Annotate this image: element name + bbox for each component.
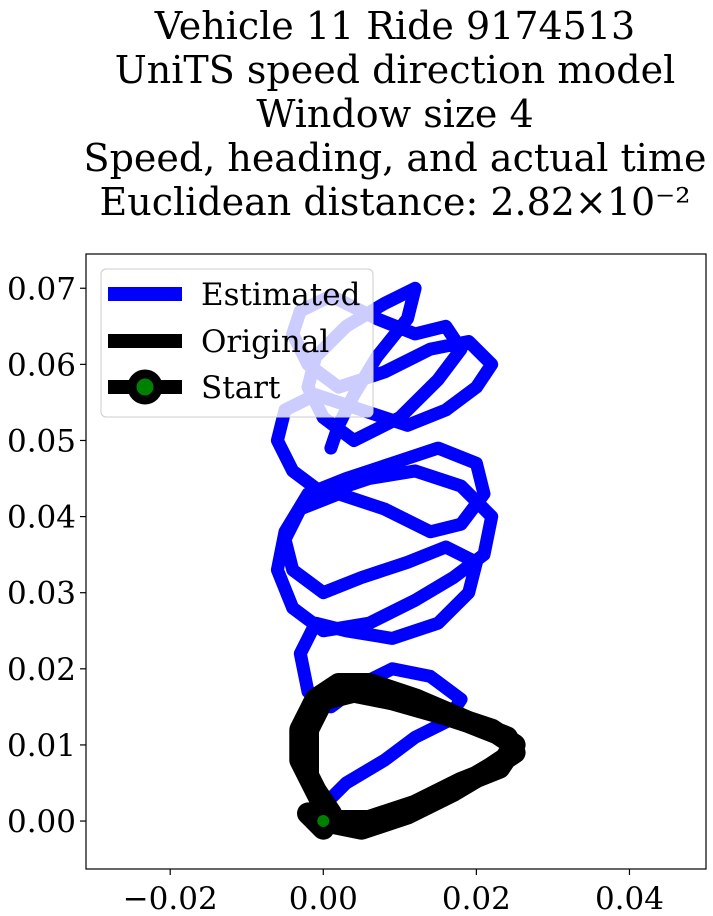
title-line: UniTS speed direction model bbox=[114, 48, 676, 92]
plot-frame bbox=[85, 253, 707, 870]
title-line: Speed, heading, and actual time bbox=[83, 136, 707, 180]
legend-swatch-start-marker bbox=[127, 369, 163, 405]
y-tick-label: 0.01 bbox=[7, 728, 76, 764]
x-tick-label: 0.00 bbox=[289, 881, 358, 916]
x-tick-label: −0.02 bbox=[123, 881, 218, 916]
legend: Estimated Original Start bbox=[100, 268, 374, 418]
legend-label-original: Original bbox=[201, 324, 329, 360]
x-tick-label: 0.02 bbox=[442, 881, 511, 916]
y-tick-label: 0.00 bbox=[7, 804, 76, 840]
y-tick-label: 0.04 bbox=[7, 500, 76, 536]
x-tick-label: 0.04 bbox=[595, 881, 664, 916]
y-tick-label: 0.02 bbox=[7, 652, 76, 688]
title-line: Window size 4 bbox=[256, 92, 534, 136]
legend-label-start: Start bbox=[201, 370, 281, 406]
y-tick-label: 0.03 bbox=[7, 576, 76, 612]
legend-label-estimated: Estimated bbox=[201, 277, 360, 313]
series-line-original bbox=[289, 673, 526, 840]
series-layer bbox=[270, 281, 526, 840]
chart-title: Vehicle 11 Ride 9174513 UniTS speed dire… bbox=[0, 4, 713, 224]
series-line-estimated bbox=[270, 281, 499, 813]
y-tick-label: 0.06 bbox=[7, 347, 76, 383]
y-tick-label: 0.05 bbox=[7, 423, 76, 459]
title-line: Vehicle 11 Ride 9174513 bbox=[154, 4, 636, 48]
title-line: Euclidean distance: 2.82×10⁻² bbox=[99, 180, 691, 224]
axis-ticks: −0.02 0.00 0.02 0.04 0.00 0.01 0.02 0.03 0.04 0.0… bbox=[7, 271, 664, 916]
start-marker bbox=[317, 815, 330, 828]
y-tick-label: 0.07 bbox=[7, 271, 76, 307]
